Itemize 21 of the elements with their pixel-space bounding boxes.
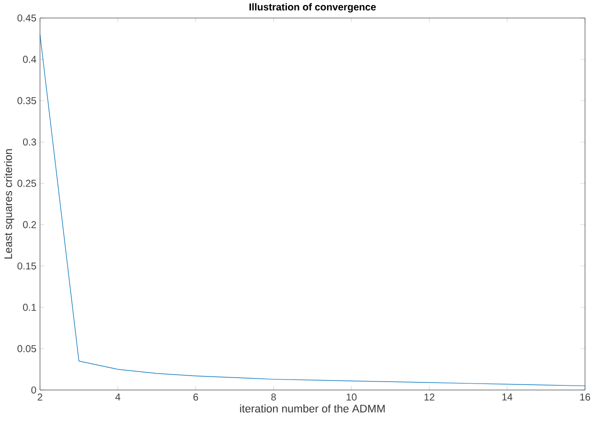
y-tick-label: 0.25 — [17, 180, 36, 187]
y-tick-label: 0.35 — [17, 97, 36, 104]
y-tick-label: 0.3 — [23, 138, 36, 146]
x-tick-label: 8 — [271, 394, 276, 401]
x-tick-label: 4 — [115, 394, 120, 400]
y-tick-label: 0.2 — [23, 221, 36, 228]
y-tick-label: 0.45 — [17, 14, 36, 22]
x-tick-label: 14 — [502, 394, 512, 400]
y-tick-label: 0.05 — [17, 345, 36, 352]
y-tick-label: 0.1 — [23, 304, 36, 311]
y-tick-label: 0.4 — [23, 56, 36, 63]
x-tick-label: 10 — [346, 394, 357, 401]
y-tick-label: 0.15 — [17, 262, 36, 270]
x-tick-label: 6 — [193, 394, 198, 401]
y-tick-label: 0 — [31, 386, 36, 394]
x-tick-label: 16 — [580, 394, 590, 401]
x-tick-label: 2 — [38, 394, 42, 400]
x-tick-label: 12 — [424, 394, 434, 400]
y-axis-title: Least squares criterion — [4, 149, 14, 259]
chart-title: Illustration of convergence — [250, 3, 376, 12]
x-axis-title: iteration number of the ADMM — [240, 404, 385, 412]
